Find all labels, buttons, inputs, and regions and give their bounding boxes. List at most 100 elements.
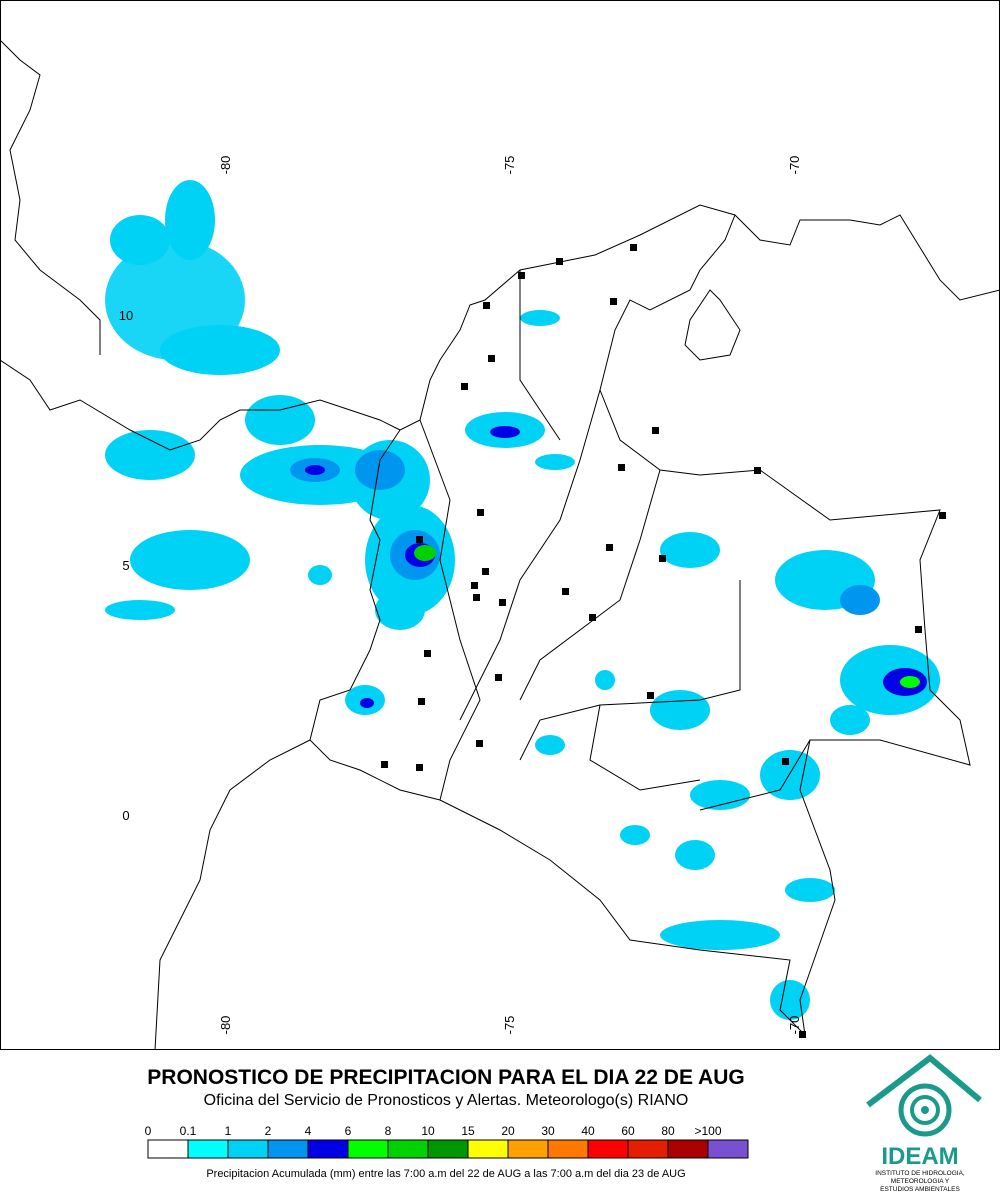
title: PRONOSTICO DE PRECIPITACION PARA EL DIA … xyxy=(147,1066,744,1089)
lat-label: 10 xyxy=(119,308,133,323)
precip-area xyxy=(165,180,215,260)
lon-label: -70 xyxy=(787,156,802,175)
colorbar-caption: Precipitacion Acumulada (mm) entre las 7… xyxy=(206,1168,685,1180)
pacific-coast-south xyxy=(154,739,311,1051)
station xyxy=(416,764,423,771)
colorbar-label: 0.1 xyxy=(180,1124,197,1138)
colorbar-label: >100 xyxy=(694,1124,721,1138)
station xyxy=(418,698,425,705)
station xyxy=(473,594,480,601)
colorbar-swatch xyxy=(267,1139,309,1159)
station xyxy=(471,582,478,589)
colorbar: 0 0.1 1 2 4 6 8 10 15 20 30 40 60 80 >100 xyxy=(145,1124,749,1159)
station xyxy=(799,1031,806,1038)
logo-swirl xyxy=(910,1095,940,1125)
precip-area xyxy=(105,600,175,620)
station xyxy=(939,512,946,519)
colorbar-label: 15 xyxy=(461,1124,475,1138)
lon-label: -70 xyxy=(787,1016,802,1035)
precip-area xyxy=(375,590,425,630)
colorbar-label: 80 xyxy=(661,1124,675,1138)
precip-area xyxy=(305,465,325,475)
station xyxy=(477,509,484,516)
colorbar-label: 1 xyxy=(225,1124,232,1138)
colorbar-swatch xyxy=(507,1139,549,1159)
precip-area xyxy=(360,698,374,708)
station xyxy=(782,758,789,765)
logo-text: INSTITUTO DE HIDROLOGIA, xyxy=(875,1170,965,1177)
station xyxy=(495,674,502,681)
colorbar-label: 60 xyxy=(621,1124,635,1138)
colorbar-label: 4 xyxy=(305,1124,312,1138)
logo-swirl xyxy=(921,1106,929,1114)
station xyxy=(556,258,563,265)
colorbar-swatch xyxy=(387,1139,429,1159)
station xyxy=(754,467,761,474)
colorbar-label: 8 xyxy=(385,1124,392,1138)
colorbar-swatch xyxy=(547,1139,589,1159)
subtitle: Oficina del Servicio de Pronosticos y Al… xyxy=(204,1092,689,1109)
precip-area xyxy=(130,530,250,590)
station xyxy=(652,427,659,434)
precip-area xyxy=(675,840,715,870)
internal-border xyxy=(419,270,811,811)
station xyxy=(630,244,637,251)
colorbar-label: 2 xyxy=(265,1124,272,1138)
precip-area xyxy=(110,215,170,265)
lake-maracaibo xyxy=(684,289,741,361)
colorbar-label: 10 xyxy=(421,1124,435,1138)
venezuela-coast xyxy=(734,214,1000,301)
lat-label: 0 xyxy=(122,808,129,823)
station xyxy=(562,588,569,595)
colorbar-swatch xyxy=(187,1139,229,1159)
station xyxy=(915,626,922,633)
station xyxy=(488,355,495,362)
colorbar-swatch xyxy=(667,1139,709,1159)
station xyxy=(659,555,666,562)
precip-area xyxy=(900,676,920,688)
lon-label: -75 xyxy=(502,156,517,175)
station xyxy=(416,536,423,543)
colorbar-label: 20 xyxy=(501,1124,515,1138)
precip-area xyxy=(660,920,780,950)
precip-area xyxy=(650,690,710,730)
colorbar-swatch xyxy=(227,1139,269,1159)
precip-area xyxy=(840,585,880,615)
logo: IDEAM INSTITUTO DE HIDROLOGIA, METEOROLO… xyxy=(866,1054,982,1193)
precip-area xyxy=(490,426,520,438)
colorbar-swatch xyxy=(707,1139,749,1159)
precip-area xyxy=(535,735,565,755)
colorbar-label: 0 xyxy=(145,1124,152,1138)
precip-area xyxy=(535,454,575,470)
station xyxy=(647,692,654,699)
precip-area xyxy=(520,310,560,326)
central-america-coast xyxy=(0,359,401,451)
logo-name: IDEAM xyxy=(881,1143,958,1170)
map: -80 -75 -70 -80 -75 -70 10 5 0 xyxy=(0,0,1000,1051)
precip-area xyxy=(830,705,870,735)
station xyxy=(424,650,431,657)
colorbar-label: 6 xyxy=(345,1124,352,1138)
colorbar-swatch xyxy=(307,1139,349,1159)
precip-area xyxy=(770,980,810,1020)
lon-label: -80 xyxy=(218,156,233,175)
colorbar-swatch xyxy=(427,1139,469,1159)
precip-area xyxy=(245,395,315,445)
station xyxy=(499,599,506,606)
precip-area xyxy=(355,450,405,490)
lon-label: -75 xyxy=(502,1016,517,1035)
precip-area xyxy=(785,878,835,902)
station xyxy=(589,614,596,621)
logo-swirl xyxy=(898,1083,952,1137)
precip-area xyxy=(160,325,280,375)
precip-area xyxy=(595,670,615,690)
station xyxy=(606,544,613,551)
precip-area xyxy=(414,545,436,561)
central-america-coast xyxy=(0,39,101,355)
stations xyxy=(381,244,946,1038)
colorbar-swatch xyxy=(147,1139,189,1159)
colorbar-swatch xyxy=(627,1139,669,1159)
station xyxy=(482,568,489,575)
precip-area xyxy=(620,825,650,845)
